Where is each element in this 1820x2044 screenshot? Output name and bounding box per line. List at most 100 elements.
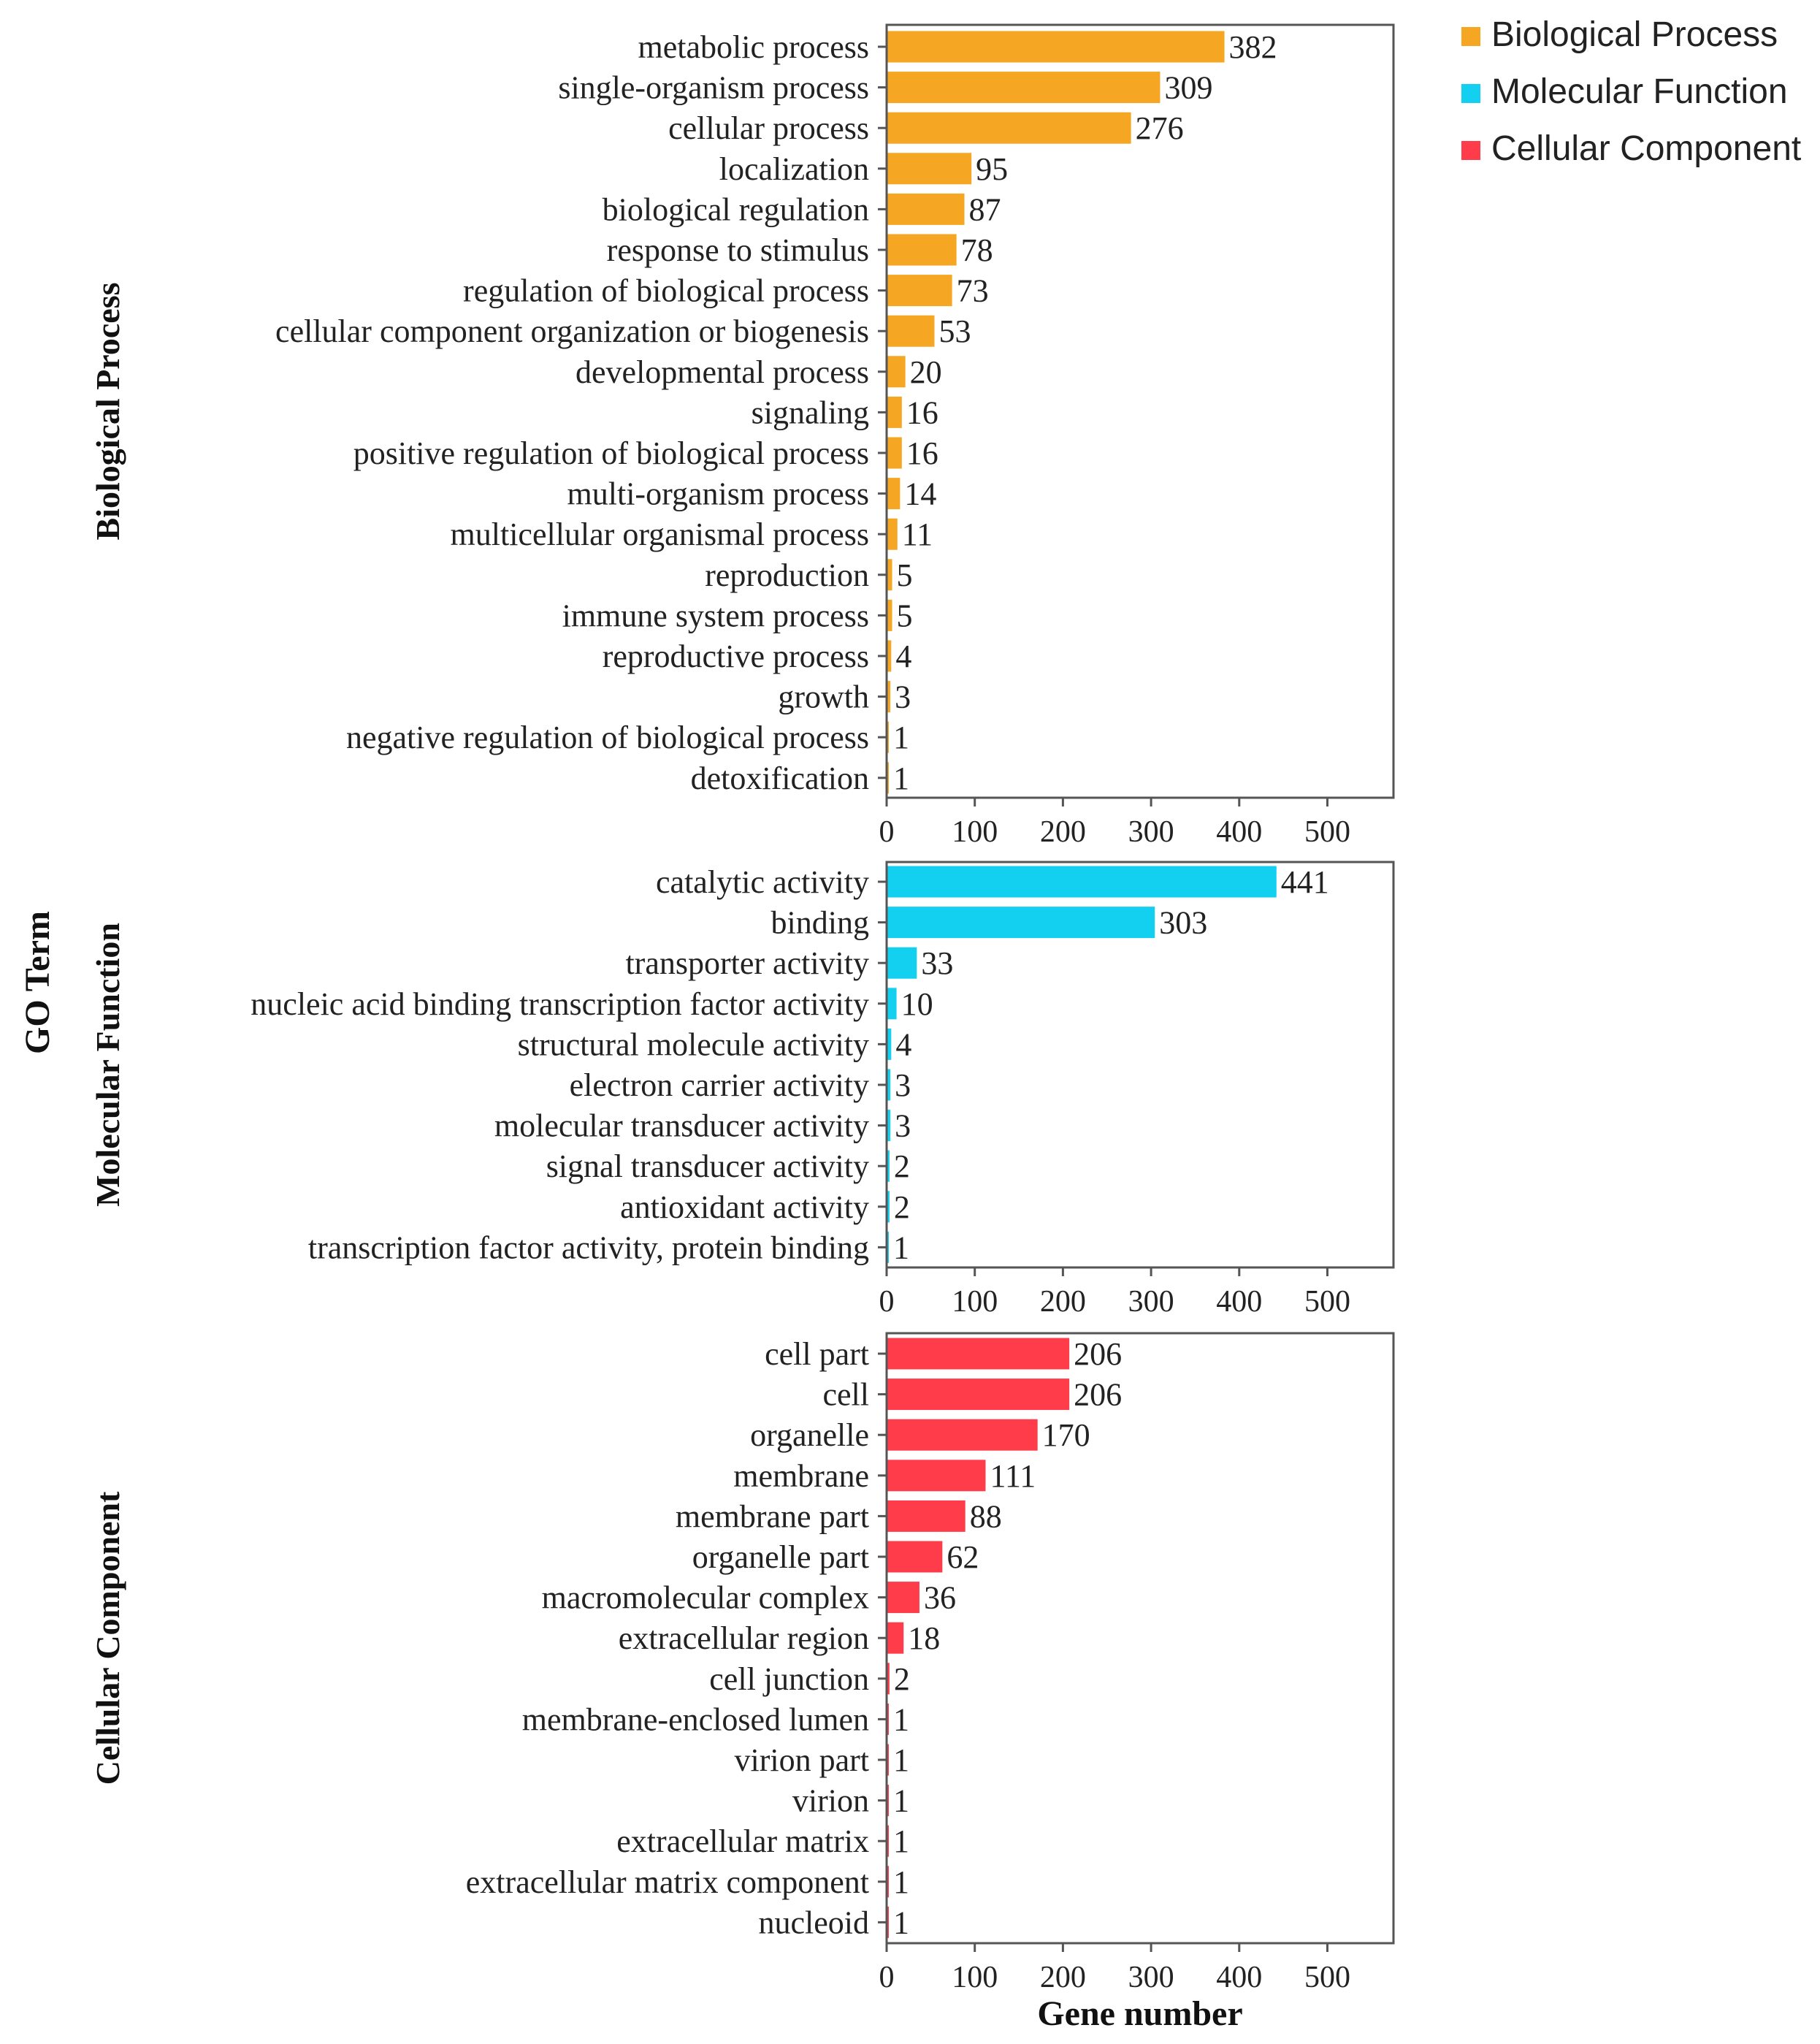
cellular-component-bar bbox=[887, 1825, 889, 1857]
cellular-component-category-label: nucleoid bbox=[758, 1904, 869, 1940]
biological-process-bar bbox=[887, 559, 892, 591]
biological-process-bar bbox=[887, 193, 965, 225]
cellular-component-category-label: membrane-enclosed lumen bbox=[522, 1701, 869, 1737]
molecular-function-value-label: 4 bbox=[895, 1026, 911, 1062]
legend-label-biological-process: Biological Process bbox=[1491, 15, 1778, 54]
molecular-function-bar bbox=[887, 907, 1155, 939]
biological-process-x-tick-label: 500 bbox=[1304, 815, 1350, 849]
cellular-component-category-label: virion part bbox=[734, 1742, 869, 1778]
biological-process-category-label: metabolic process bbox=[638, 29, 869, 65]
molecular-function-bar bbox=[887, 1191, 890, 1223]
cellular-component-value-label: 170 bbox=[1042, 1417, 1090, 1453]
biological-process-value-label: 78 bbox=[961, 232, 993, 268]
molecular-function-panel-title: Molecular Function bbox=[89, 923, 126, 1207]
cellular-component-bar bbox=[887, 1785, 889, 1817]
biological-process-category-label: multicellular organismal process bbox=[451, 516, 869, 552]
biological-process-value-label: 16 bbox=[906, 394, 938, 430]
cellular-component-value-label: 2 bbox=[894, 1661, 910, 1697]
biological-process-bar bbox=[887, 681, 891, 713]
cellular-component-x-tick-label: 0 bbox=[879, 1961, 895, 1994]
cellular-component-value-label: 18 bbox=[908, 1620, 940, 1656]
biological-process-value-label: 87 bbox=[969, 191, 1001, 227]
biological-process-category-label: biological regulation bbox=[603, 191, 869, 227]
biological-process-bar bbox=[887, 275, 952, 307]
cellular-component-value-label: 206 bbox=[1074, 1336, 1122, 1372]
molecular-function-value-label: 1 bbox=[893, 1229, 909, 1265]
cellular-component-value-label: 1 bbox=[893, 1742, 909, 1778]
cellular-component-category-label: organelle bbox=[750, 1417, 869, 1453]
molecular-function-bar bbox=[887, 1110, 891, 1142]
cellular-component-category-label: macromolecular complex bbox=[542, 1580, 869, 1616]
cellular-component-category-label: virion bbox=[792, 1783, 869, 1819]
legend-label-cellular-component: Cellular Component bbox=[1491, 129, 1801, 168]
biological-process-bar bbox=[887, 437, 902, 469]
molecular-function-bar bbox=[887, 1150, 890, 1182]
biological-process-x-tick-label: 0 bbox=[879, 815, 895, 849]
biological-process-value-label: 4 bbox=[895, 638, 911, 674]
cellular-component-bar bbox=[887, 1500, 966, 1532]
biological-process-value-label: 16 bbox=[906, 435, 938, 471]
biological-process-category-label: cellular component organization or bioge… bbox=[275, 313, 869, 349]
biological-process-value-label: 53 bbox=[938, 313, 971, 349]
cellular-component-bar bbox=[887, 1663, 890, 1695]
biological-process-bar bbox=[887, 153, 972, 185]
molecular-function-x-tick-label: 100 bbox=[952, 1285, 998, 1319]
cellular-component-value-label: 36 bbox=[924, 1580, 956, 1616]
cellular-component-value-label: 62 bbox=[947, 1539, 979, 1575]
molecular-function-bar bbox=[887, 947, 917, 979]
molecular-function-x-tick-label: 0 bbox=[879, 1285, 895, 1319]
biological-process-category-label: cellular process bbox=[668, 110, 869, 146]
molecular-function-value-label: 3 bbox=[895, 1067, 911, 1103]
biological-process-bar bbox=[887, 356, 906, 388]
biological-process-bar bbox=[887, 72, 1161, 104]
cellular-component-bar bbox=[887, 1622, 904, 1654]
molecular-function-x-tick-label: 400 bbox=[1216, 1285, 1262, 1319]
molecular-function-bar bbox=[887, 1231, 889, 1263]
biological-process-value-label: 276 bbox=[1136, 110, 1184, 146]
cellular-component-x-tick-label: 100 bbox=[952, 1961, 998, 1994]
biological-process-value-label: 3 bbox=[895, 679, 911, 715]
molecular-function-value-label: 2 bbox=[894, 1189, 910, 1225]
cellular-component-category-label: organelle part bbox=[692, 1539, 869, 1575]
cellular-component-value-label: 1 bbox=[893, 1783, 909, 1819]
legend-swatch-biological-process bbox=[1461, 27, 1480, 46]
cellular-component-x-tick-label: 300 bbox=[1128, 1961, 1174, 1994]
biological-process-category-label: reproduction bbox=[705, 557, 869, 593]
molecular-function-value-label: 10 bbox=[901, 986, 933, 1022]
cellular-component-value-label: 1 bbox=[893, 1904, 909, 1940]
biological-process-value-label: 95 bbox=[976, 151, 1008, 187]
molecular-function-plot-frame bbox=[885, 861, 1395, 1269]
molecular-function-category-label: signal transducer activity bbox=[546, 1148, 869, 1184]
biological-process-bar bbox=[887, 478, 901, 510]
biological-process-bar bbox=[887, 518, 898, 550]
biological-process-category-label: response to stimulus bbox=[607, 232, 869, 268]
cellular-component-category-label: cell junction bbox=[709, 1661, 869, 1697]
cellular-component-bar bbox=[887, 1338, 1070, 1370]
cellular-component-category-label: extracellular matrix bbox=[616, 1823, 869, 1859]
cellular-component-bar bbox=[887, 1419, 1038, 1451]
biological-process-value-label: 1 bbox=[893, 760, 909, 796]
legend-swatch-molecular-function bbox=[1461, 84, 1480, 103]
molecular-function-category-label: molecular transducer activity bbox=[494, 1108, 869, 1144]
molecular-function-category-label: electron carrier activity bbox=[570, 1067, 869, 1103]
biological-process-category-label: regulation of biological process bbox=[463, 273, 869, 309]
x-axis-title: Gene number bbox=[1037, 1994, 1242, 2033]
biological-process-bar bbox=[887, 640, 892, 672]
biological-process-value-label: 14 bbox=[904, 476, 936, 512]
cellular-component-bar bbox=[887, 1703, 889, 1735]
biological-process-bar bbox=[887, 112, 1131, 144]
cellular-component-category-label: membrane bbox=[733, 1458, 869, 1494]
cellular-component-category-label: membrane part bbox=[676, 1498, 869, 1534]
molecular-function-value-label: 2 bbox=[894, 1148, 910, 1184]
molecular-function-bar bbox=[887, 1069, 891, 1101]
biological-process-bar bbox=[887, 599, 892, 631]
biological-process-category-label: localization bbox=[719, 151, 869, 187]
biological-process-category-label: detoxification bbox=[691, 760, 869, 796]
cellular-component-value-label: 1 bbox=[893, 1823, 909, 1859]
cellular-component-x-tick-label: 500 bbox=[1304, 1961, 1350, 1994]
biological-process-category-label: reproductive process bbox=[603, 638, 869, 674]
molecular-function-category-label: transcription factor activity, protein b… bbox=[308, 1229, 869, 1265]
molecular-function-category-label: nucleic acid binding transcription facto… bbox=[251, 986, 869, 1022]
biological-process-category-label: signaling bbox=[752, 394, 869, 430]
